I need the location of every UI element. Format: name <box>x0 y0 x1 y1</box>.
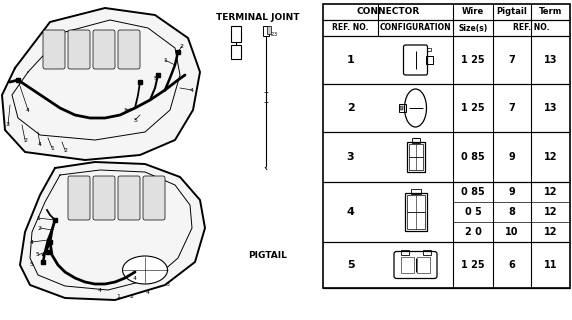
Text: 1: 1 <box>163 58 167 62</box>
Text: 6: 6 <box>509 260 515 270</box>
Bar <box>400 250 408 255</box>
Bar <box>407 142 424 172</box>
FancyBboxPatch shape <box>394 252 437 278</box>
Text: 2: 2 <box>38 226 42 230</box>
Text: 4: 4 <box>146 291 150 295</box>
Text: 4: 4 <box>38 142 42 148</box>
Bar <box>323 4 570 288</box>
Text: 1 25: 1 25 <box>461 260 485 270</box>
FancyBboxPatch shape <box>43 30 65 69</box>
Text: 5: 5 <box>36 252 40 258</box>
Bar <box>231 26 241 42</box>
FancyBboxPatch shape <box>93 30 115 69</box>
Text: CONFIGURATION: CONFIGURATION <box>380 23 451 33</box>
Text: 13: 13 <box>544 55 557 65</box>
Text: Term: Term <box>539 7 562 17</box>
FancyBboxPatch shape <box>118 176 140 220</box>
Bar <box>399 104 406 112</box>
Text: 4: 4 <box>26 108 30 113</box>
Text: 3: 3 <box>347 152 354 162</box>
Text: Pigtail: Pigtail <box>496 7 527 17</box>
Text: 2 0: 2 0 <box>464 227 482 237</box>
Text: 1: 1 <box>36 215 40 220</box>
Text: TERMINAL JOINT: TERMINAL JOINT <box>216 13 300 22</box>
Text: Size(s): Size(s) <box>458 23 487 33</box>
Text: 2: 2 <box>23 138 27 142</box>
Bar <box>231 45 241 59</box>
Text: 0 85: 0 85 <box>461 187 485 197</box>
Text: 12: 12 <box>544 187 557 197</box>
Text: REF. NO.: REF. NO. <box>332 23 369 33</box>
Bar <box>416 257 430 273</box>
Text: REF. NO.: REF. NO. <box>513 23 550 33</box>
Text: 4: 4 <box>133 276 137 281</box>
Bar <box>408 144 423 170</box>
Text: 4: 4 <box>347 207 355 217</box>
Text: 1: 1 <box>116 293 120 299</box>
Bar <box>423 250 431 255</box>
Bar <box>404 193 427 231</box>
Bar <box>400 257 414 273</box>
FancyBboxPatch shape <box>403 45 427 75</box>
Text: 1: 1 <box>50 146 54 150</box>
Text: 2: 2 <box>130 293 134 299</box>
Ellipse shape <box>122 256 168 284</box>
Text: 12: 12 <box>544 207 557 217</box>
Polygon shape <box>20 162 205 300</box>
Text: 9: 9 <box>509 187 515 197</box>
Text: PIGTAIL: PIGTAIL <box>249 252 288 260</box>
Bar <box>399 106 403 110</box>
Text: 0 85: 0 85 <box>461 152 485 162</box>
Text: 4: 4 <box>98 287 102 292</box>
Text: Wire: Wire <box>462 7 484 17</box>
Bar <box>407 195 424 229</box>
Text: 2.: 2. <box>271 31 276 36</box>
Bar <box>267 26 271 34</box>
Text: 5: 5 <box>30 262 34 268</box>
Bar <box>263 26 269 36</box>
Text: 12: 12 <box>544 227 557 237</box>
Text: 3: 3 <box>166 283 170 287</box>
Ellipse shape <box>404 89 427 127</box>
Text: 4: 4 <box>190 87 194 92</box>
Text: 1 25: 1 25 <box>461 103 485 113</box>
Text: 5: 5 <box>153 76 157 81</box>
Bar <box>427 48 431 51</box>
Text: 7: 7 <box>509 55 515 65</box>
Text: 4: 4 <box>30 239 34 244</box>
Text: 2: 2 <box>180 44 184 49</box>
Text: 12: 12 <box>544 152 557 162</box>
Text: 2: 2 <box>63 148 67 153</box>
Text: 1: 1 <box>123 108 127 113</box>
Polygon shape <box>2 8 200 160</box>
Text: CONNECTOR: CONNECTOR <box>356 7 420 17</box>
Text: 1 25: 1 25 <box>461 55 485 65</box>
Text: 8: 8 <box>509 207 515 217</box>
Text: 7: 7 <box>509 103 515 113</box>
Bar <box>426 56 432 64</box>
Text: 1: 1 <box>347 55 355 65</box>
Text: 11: 11 <box>544 260 557 270</box>
FancyBboxPatch shape <box>118 30 140 69</box>
Text: 2: 2 <box>347 103 355 113</box>
Text: 9: 9 <box>509 152 515 162</box>
Text: 10: 10 <box>505 227 519 237</box>
Text: 13: 13 <box>544 103 557 113</box>
Text: 5: 5 <box>347 260 354 270</box>
FancyBboxPatch shape <box>93 176 115 220</box>
FancyBboxPatch shape <box>68 176 90 220</box>
FancyBboxPatch shape <box>68 30 90 69</box>
Text: 0 5: 0 5 <box>464 207 482 217</box>
Text: 3: 3 <box>6 123 10 127</box>
FancyBboxPatch shape <box>143 176 165 220</box>
Text: 5: 5 <box>133 117 137 123</box>
Bar <box>411 138 419 143</box>
Text: 3: 3 <box>274 31 277 36</box>
Bar <box>411 189 420 194</box>
